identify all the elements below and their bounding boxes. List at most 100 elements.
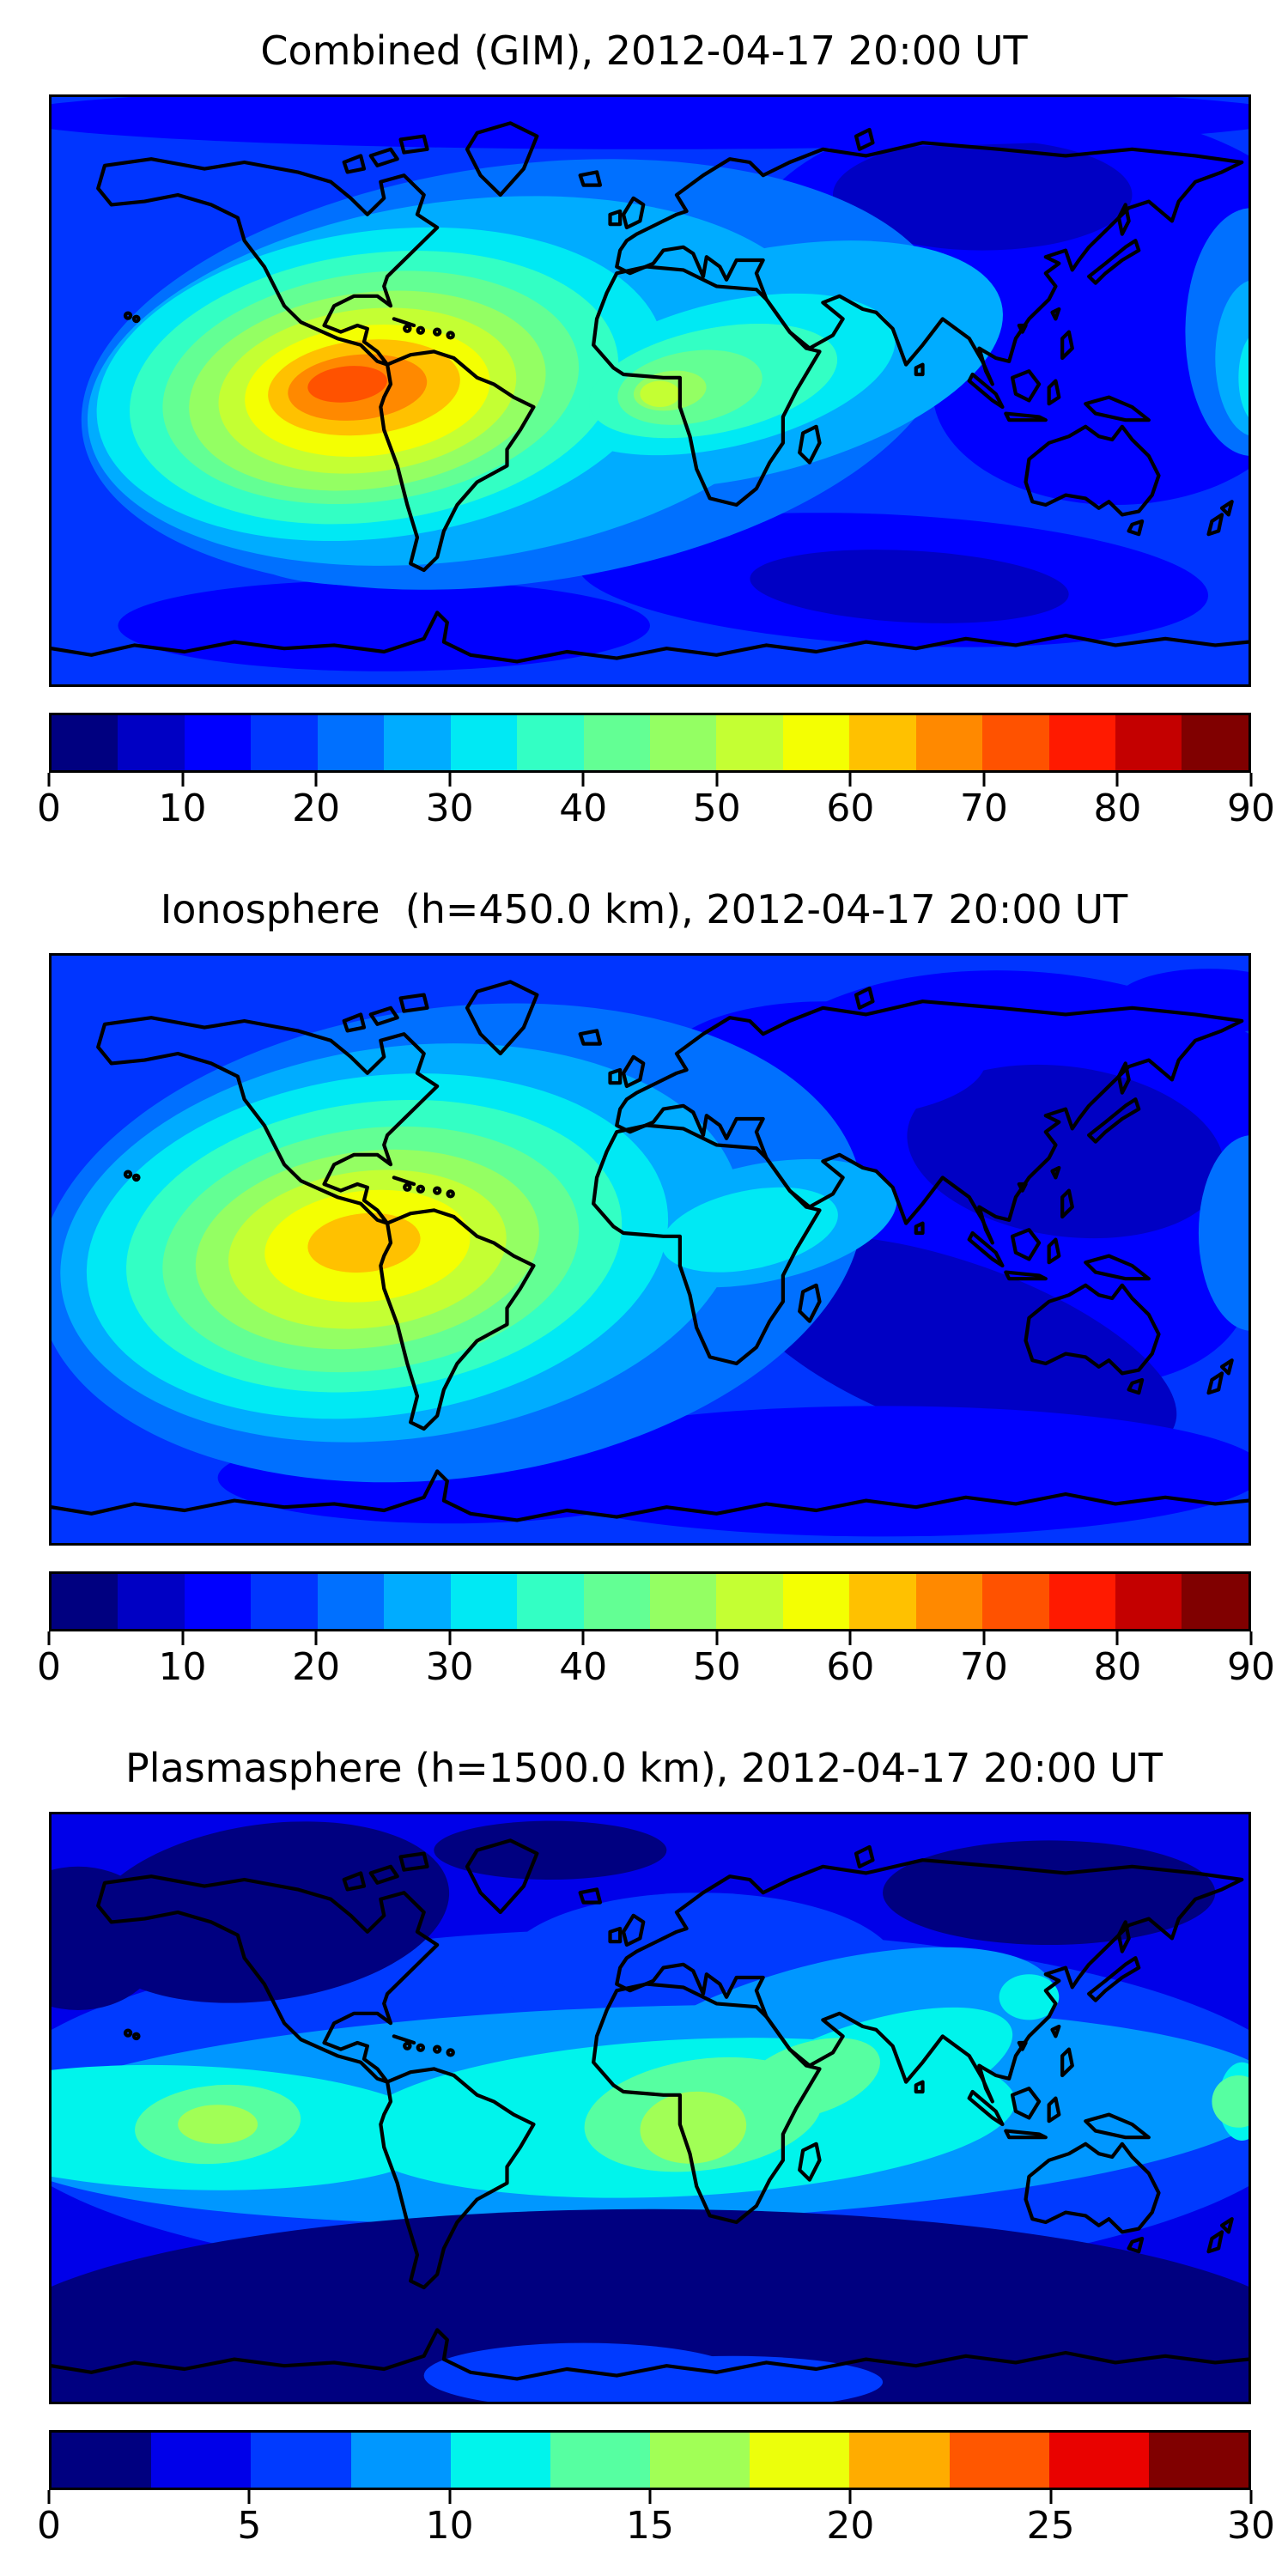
contour-level: [883, 1840, 1216, 1945]
colorbar-tick-label: 0: [37, 1645, 61, 1689]
colorbar-tick-label: 10: [425, 2504, 474, 2548]
colorbar-tickmark: [581, 773, 585, 787]
contour-level: [434, 1820, 667, 1880]
colorbar-tick-label: 60: [826, 1645, 875, 1689]
colorbar-tickmark: [848, 773, 852, 787]
contour-level: [52, 2208, 1249, 2402]
colorbar-segment: [649, 715, 717, 770]
colorbar-segment: [1048, 1574, 1115, 1629]
contour-level: [735, 1236, 1177, 1459]
colorbar-segment: [1148, 2433, 1249, 2488]
contour-map: [52, 956, 1249, 1543]
colorbar-tick-label: 20: [292, 1645, 341, 1689]
colorbar-segment: [251, 2433, 351, 2488]
panel-plasmasphere: Plasmasphere (h=1500.0 km), 2012-04-17 2…: [0, 1717, 1288, 2576]
contour-level: [52, 1866, 165, 2010]
colorbar-segment: [251, 715, 318, 770]
colorbar-tick-label: 10: [158, 787, 207, 830]
colorbar-tickmark: [448, 1631, 452, 1645]
colorbar-segment: [849, 715, 916, 770]
colorbar-segment: [782, 1574, 850, 1629]
contour-level: [999, 1974, 1060, 2020]
colorbar-segment: [517, 715, 584, 770]
colorbar-tick-label: 90: [1227, 787, 1275, 830]
contour-level: [738, 2038, 880, 2120]
colorbar-ticks: 0 10 20 30 40 50 60 70 80 90: [37, 773, 1275, 841]
colorbar-tickmark: [314, 1631, 318, 1645]
colorbar-segment: [52, 1574, 118, 1629]
colorbar-segment: [450, 2433, 550, 2488]
colorbar-segment: [151, 2433, 252, 2488]
colorbar-tick-label: 40: [559, 787, 608, 830]
colorbar: [49, 713, 1251, 773]
colorbar-tick-label: 15: [626, 2504, 674, 2548]
contour-level: [500, 1406, 1249, 1537]
colorbar-tickmark: [648, 2490, 652, 2504]
colorbar-tickmark: [715, 773, 719, 787]
colorbar-tickmark: [448, 773, 452, 787]
colorbar-tickmark: [1115, 773, 1119, 787]
colorbar-tickmark: [181, 773, 185, 787]
colorbar-segment: [915, 715, 983, 770]
colorbar-tick-label: 30: [425, 787, 474, 830]
colorbar-tickmark: [47, 2490, 51, 2504]
colorbar-segment: [118, 715, 185, 770]
colorbar-tickmark: [47, 1631, 51, 1645]
contour-level: [1212, 2075, 1249, 2128]
world-map: [49, 1812, 1251, 2404]
colorbar-segment: [716, 1574, 783, 1629]
contour-level: [640, 380, 680, 407]
colorbar-tickmark: [1249, 773, 1253, 787]
colorbar-tick-label: 30: [425, 1645, 474, 1689]
colorbar-tick-label: 5: [237, 2504, 262, 2548]
contour-level: [307, 366, 387, 403]
colorbar-ticks: 0 5 10 15 20 25 30: [37, 2490, 1275, 2559]
world-map: [49, 953, 1251, 1546]
colorbar-tick-label: 10: [158, 1645, 207, 1689]
colorbar: [49, 1571, 1251, 1631]
colorbar-tick-label: 20: [292, 787, 341, 830]
colorbar-tick-label: 50: [692, 1645, 741, 1689]
colorbar-segment: [1115, 715, 1182, 770]
colorbar-segment: [1048, 2433, 1149, 2488]
colorbar-segment: [184, 715, 252, 770]
colorbar-segment: [849, 1574, 916, 1629]
contour-level: [1215, 281, 1249, 435]
colorbar-tickmark: [1115, 1631, 1119, 1645]
contour-map: [52, 1814, 1249, 2402]
colorbar-segment: [450, 715, 518, 770]
colorbar-segment: [52, 2433, 152, 2488]
colorbar-segment: [583, 1574, 650, 1629]
panel-title: Ionosphere (h=450.0 km), 2012-04-17 20:0…: [160, 886, 1128, 933]
colorbar-segment: [782, 715, 850, 770]
colorbar-tick-label: 40: [559, 1645, 608, 1689]
colorbar-tickmark: [47, 773, 51, 787]
contour-level: [907, 1064, 1224, 1239]
colorbar-tickmark: [848, 2490, 852, 2504]
colorbar-tick-label: 60: [826, 787, 875, 830]
contour-level: [118, 580, 650, 671]
colorbar-segment: [517, 1574, 584, 1629]
colorbar-tickmark: [181, 1631, 185, 1645]
colorbar-segment: [982, 715, 1049, 770]
colorbar-segment: [118, 1574, 185, 1629]
world-map: [49, 94, 1251, 687]
colorbar-segment: [915, 1574, 983, 1629]
colorbar-tickmark: [715, 1631, 719, 1645]
contour-level: [640, 2091, 747, 2164]
colorbar-tickmark: [1249, 2490, 1253, 2504]
colorbar-segment: [1048, 715, 1115, 770]
colorbar-segment: [450, 1574, 518, 1629]
colorbar-tickmark: [982, 773, 986, 787]
colorbar-tickmark: [1049, 2490, 1053, 2504]
colorbar-segment: [251, 1574, 318, 1629]
colorbar-segment: [317, 715, 385, 770]
colorbar-tickmark: [1249, 1631, 1253, 1645]
contour-level: [1198, 1135, 1249, 1331]
colorbar: [49, 2430, 1251, 2490]
colorbar-segment: [849, 2433, 950, 2488]
colorbar-segment: [317, 1574, 385, 1629]
contour-level: [832, 139, 1133, 251]
colorbar-segment: [384, 1574, 451, 1629]
